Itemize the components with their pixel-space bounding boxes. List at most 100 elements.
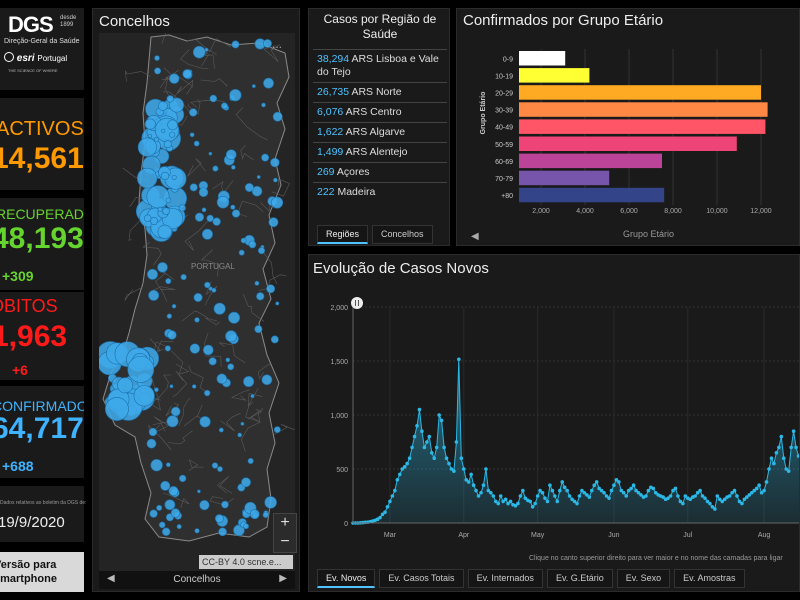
case-bubble[interactable] <box>160 171 170 181</box>
data-point[interactable] <box>781 456 786 460</box>
data-point[interactable] <box>481 483 486 487</box>
age-bar[interactable] <box>519 68 590 83</box>
data-point[interactable] <box>653 490 658 495</box>
tab-concelhos[interactable]: Concelhos <box>372 225 433 244</box>
case-bubble[interactable] <box>170 508 181 518</box>
data-point[interactable] <box>762 488 766 493</box>
data-point[interactable] <box>580 488 584 493</box>
zoom-in-button[interactable]: + <box>280 514 290 531</box>
data-point[interactable] <box>442 445 446 450</box>
case-bubble[interactable] <box>166 95 174 103</box>
data-point[interactable] <box>626 488 631 493</box>
data-point[interactable] <box>385 505 390 509</box>
data-point[interactable] <box>693 494 697 498</box>
case-bubble[interactable] <box>162 207 170 215</box>
case-bubble[interactable] <box>166 415 179 428</box>
data-point[interactable] <box>530 505 535 509</box>
case-bubble[interactable] <box>256 292 265 301</box>
case-bubble[interactable] <box>201 207 207 213</box>
case-bubble[interactable] <box>212 165 219 172</box>
case-bubble[interactable] <box>180 274 187 281</box>
case-bubble[interactable] <box>154 55 160 61</box>
case-bubble[interactable] <box>170 406 181 417</box>
case-bubble[interactable] <box>117 377 134 394</box>
data-point[interactable] <box>410 445 414 450</box>
data-point[interactable] <box>759 490 764 495</box>
case-bubble[interactable] <box>213 302 226 315</box>
data-point[interactable] <box>420 429 424 433</box>
data-point[interactable] <box>634 488 638 493</box>
case-bubble[interactable] <box>243 523 250 530</box>
case-bubble[interactable] <box>264 496 277 509</box>
data-point[interactable] <box>587 495 592 499</box>
data-point[interactable] <box>506 501 510 506</box>
data-point[interactable] <box>772 461 776 466</box>
case-bubble[interactable] <box>248 240 257 249</box>
data-point[interactable] <box>602 490 606 495</box>
data-point[interactable] <box>644 494 648 498</box>
case-bubble[interactable] <box>263 39 272 48</box>
data-point[interactable] <box>703 496 707 500</box>
case-bubble[interactable] <box>251 84 256 88</box>
data-point[interactable] <box>764 480 769 484</box>
data-point[interactable] <box>439 418 444 423</box>
data-point[interactable] <box>678 499 683 504</box>
case-bubble[interactable] <box>194 317 200 323</box>
data-point[interactable] <box>784 467 789 471</box>
data-point[interactable] <box>599 488 604 493</box>
case-bubble[interactable] <box>167 330 177 340</box>
case-bubble[interactable] <box>262 511 269 518</box>
data-point[interactable] <box>577 494 582 498</box>
age-bar[interactable] <box>519 136 737 152</box>
tab-evolution-3[interactable]: Ev. G.Etário <box>546 569 613 588</box>
data-point[interactable] <box>491 494 496 498</box>
case-bubble[interactable] <box>194 212 205 222</box>
case-bubble[interactable] <box>202 344 214 356</box>
case-bubble[interactable] <box>158 521 166 529</box>
data-point[interactable] <box>708 501 712 506</box>
data-point[interactable] <box>735 494 739 498</box>
data-point[interactable] <box>452 469 456 473</box>
tab-regioes[interactable]: Regiões <box>317 225 369 244</box>
case-bubble[interactable] <box>154 67 162 75</box>
case-bubble[interactable] <box>189 183 198 192</box>
case-bubble[interactable] <box>241 477 251 488</box>
data-point[interactable] <box>528 499 533 504</box>
case-bubble[interactable] <box>137 137 157 157</box>
case-bubble[interactable] <box>266 284 276 294</box>
data-point[interactable] <box>461 467 466 471</box>
case-bubble[interactable] <box>270 335 279 344</box>
age-bar[interactable] <box>519 51 566 66</box>
data-point[interactable] <box>742 497 747 502</box>
data-point[interactable] <box>557 488 562 493</box>
case-bubble[interactable] <box>261 374 273 386</box>
data-point[interactable] <box>380 512 385 517</box>
case-bubble[interactable] <box>227 363 235 371</box>
case-bubble[interactable] <box>158 101 168 111</box>
data-point[interactable] <box>422 445 427 450</box>
data-point[interactable] <box>572 499 577 504</box>
case-bubble[interactable] <box>270 157 280 168</box>
case-bubble[interactable] <box>256 175 261 179</box>
data-point[interactable] <box>796 454 799 458</box>
case-bubble[interactable] <box>272 111 283 122</box>
case-bubble[interactable] <box>218 527 227 537</box>
case-bubble[interactable] <box>204 389 211 397</box>
region-item[interactable]: 6,076 ARS Centro <box>313 102 447 122</box>
data-point[interactable] <box>683 494 688 498</box>
case-bubble[interactable] <box>168 73 180 84</box>
case-bubble[interactable] <box>154 387 159 393</box>
data-point[interactable] <box>565 488 569 493</box>
data-point[interactable] <box>614 478 619 482</box>
data-point[interactable] <box>400 467 405 471</box>
smartphone-version-button[interactable]: Versão para smartphone <box>0 552 84 592</box>
case-bubble[interactable] <box>208 357 217 366</box>
case-bubble[interactable] <box>164 345 171 352</box>
data-point[interactable] <box>730 490 734 495</box>
case-bubble[interactable] <box>193 140 200 147</box>
data-point[interactable] <box>484 467 488 471</box>
zoom-out-button[interactable]: − <box>280 533 290 550</box>
data-point[interactable] <box>754 486 759 491</box>
case-bubble[interactable] <box>237 432 243 438</box>
data-point[interactable] <box>651 486 656 491</box>
